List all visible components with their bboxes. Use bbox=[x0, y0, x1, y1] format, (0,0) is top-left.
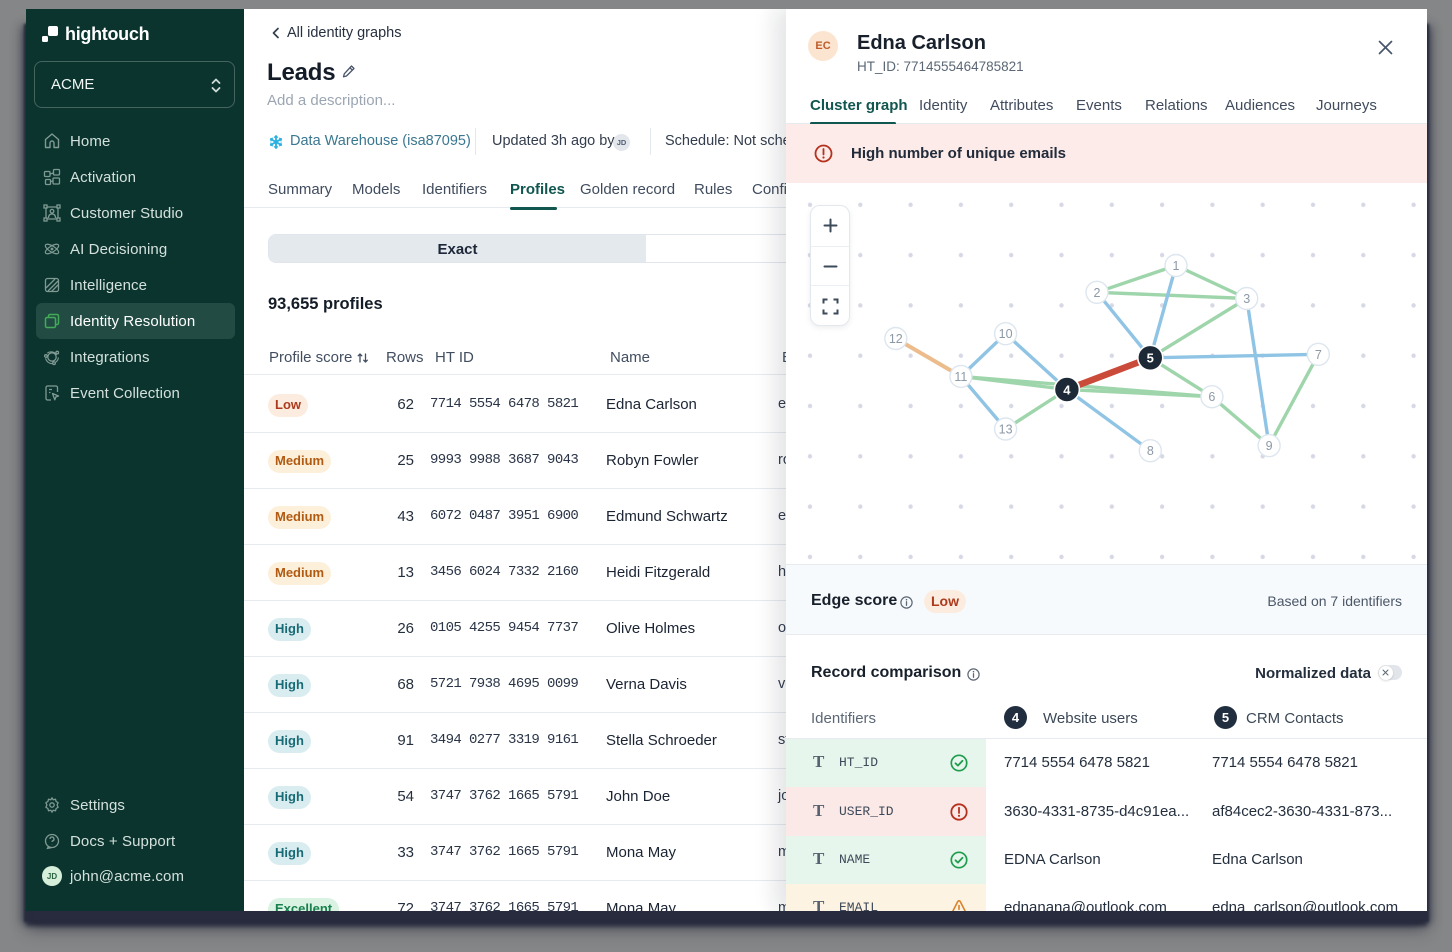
svg-text:2: 2 bbox=[1094, 286, 1101, 300]
svg-text:11: 11 bbox=[954, 370, 967, 384]
svg-text:10: 10 bbox=[999, 327, 1013, 341]
svg-text:6: 6 bbox=[1208, 390, 1215, 404]
svg-text:13: 13 bbox=[999, 423, 1013, 437]
svg-text:8: 8 bbox=[1147, 444, 1154, 458]
svg-text:1: 1 bbox=[1173, 259, 1180, 273]
svg-text:12: 12 bbox=[889, 332, 903, 346]
svg-text:5: 5 bbox=[1147, 351, 1154, 366]
svg-text:3: 3 bbox=[1243, 292, 1250, 306]
svg-text:9: 9 bbox=[1266, 439, 1273, 453]
svg-text:7: 7 bbox=[1315, 348, 1322, 362]
svg-text:4: 4 bbox=[1063, 382, 1071, 397]
